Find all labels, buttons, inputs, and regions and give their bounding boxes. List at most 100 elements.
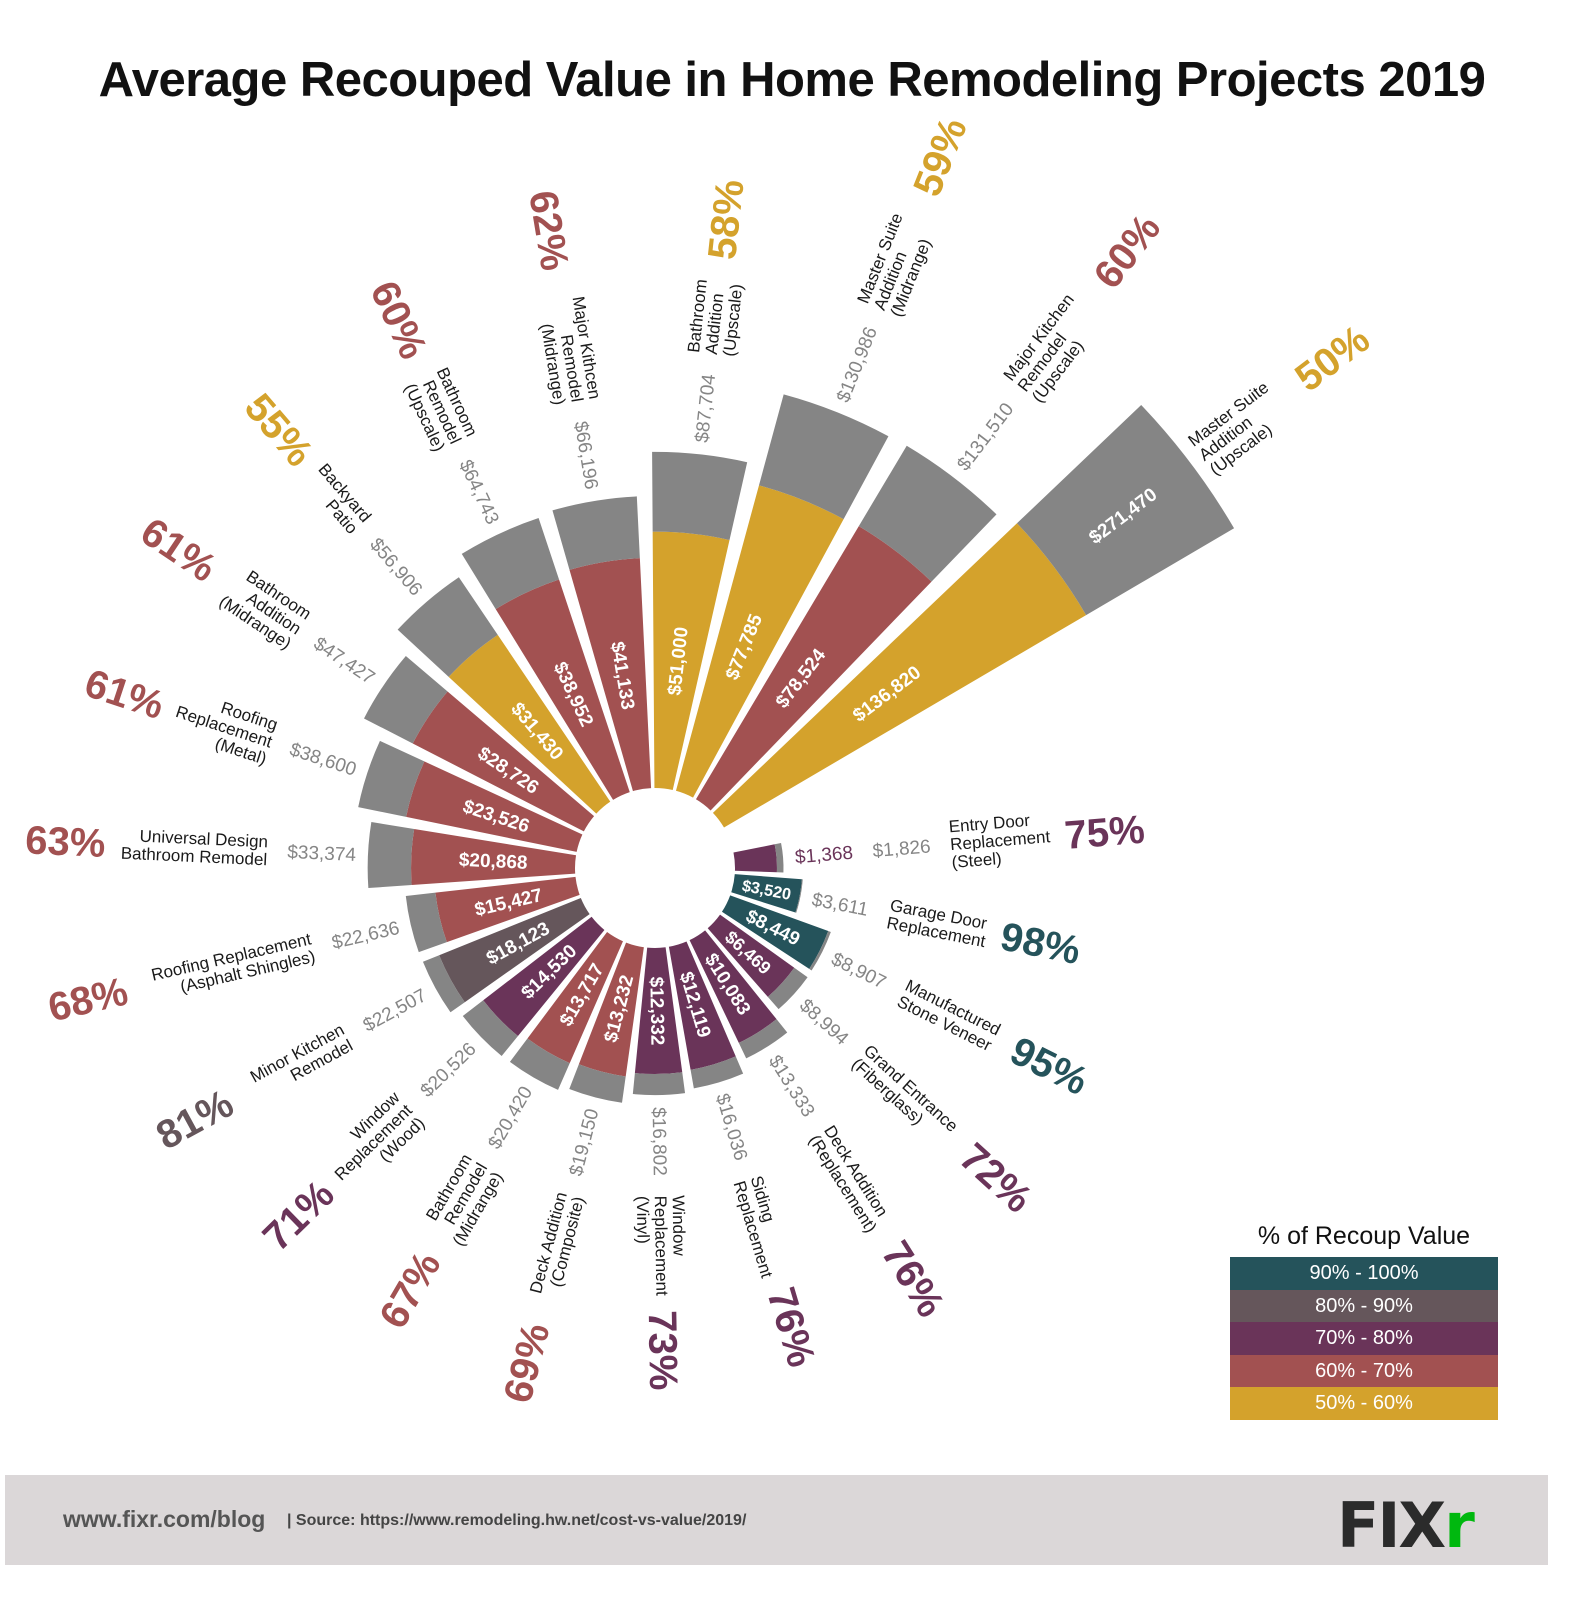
project-name-label: RoofingReplacement(Metal)	[168, 685, 281, 768]
cost-value-label: $64,743	[455, 457, 503, 528]
project-name-label: WindowReplacement(Vinyl)	[633, 1195, 690, 1296]
cost-value-label: $22,636	[330, 918, 402, 954]
source-text: | Source: https://www.remodeling.hw.net/…	[287, 1512, 747, 1529]
project-name-label: Garage DoorReplacement	[885, 896, 991, 951]
cost-value-label: $13,333	[764, 1052, 818, 1121]
cost-value-label: $66,196	[570, 420, 602, 491]
project-name-label: Minor KitchenRemodel	[247, 1020, 356, 1102]
bar-cost-segment	[552, 496, 640, 570]
bar-cost-segment	[809, 931, 831, 971]
bar-recouped-segment	[406, 761, 583, 852]
project-name-label: BathroomAddition(Midrange)	[216, 562, 315, 653]
project-name-label: Universal DesignBathroom Remodel	[120, 826, 268, 870]
bar-cost-segment	[367, 822, 415, 889]
site-link[interactable]: www.fixr.com/blog	[63, 1506, 266, 1532]
chart-title: Average Recouped Value in Home Remodelin…	[98, 53, 1486, 107]
project-name-label: Master SuiteAddition(Upscale)	[1185, 378, 1294, 479]
recouped-value-label: $12,332	[645, 976, 667, 1045]
bar-cost-segment	[652, 451, 748, 541]
cost-value-label: $16,802	[648, 1107, 670, 1176]
percent-recouped-label: 71%	[255, 1172, 343, 1259]
bar-cost-segment	[758, 394, 889, 520]
bar-cost-segment	[422, 955, 465, 1013]
legend-item-50-60: 50% - 60%	[1230, 1387, 1498, 1420]
bar-recouped-segment	[578, 942, 644, 1077]
cost-value-label: $8,907	[828, 949, 889, 994]
project-name-label: Major KitchenRemodel(Upscale)	[1000, 290, 1107, 406]
bar-cost-segment	[1016, 405, 1235, 616]
bar-recouped-segment	[712, 523, 1087, 828]
cost-value-label: $47,427	[310, 633, 379, 689]
cost-value-label: $3,611	[810, 889, 870, 920]
bar-recouped-segment	[411, 828, 577, 886]
percent-recouped-label: 55%	[236, 386, 322, 475]
percent-recouped-label: 62%	[520, 187, 576, 273]
percent-recouped-label: 72%	[951, 1135, 1040, 1221]
project-name-label: Master SuiteAddition(Midrange)	[854, 210, 940, 319]
recouped-value-label: $20,868	[458, 850, 528, 874]
bar-recouped-segment	[731, 874, 802, 913]
cost-value-label: $87,704	[692, 373, 720, 444]
logo-accent: r	[1444, 1489, 1475, 1562]
cost-value-label: $33,374	[287, 842, 357, 866]
percent-recouped-label: 69%	[496, 1319, 559, 1408]
legend-item-80-90: 80% - 90%	[1230, 1289, 1498, 1322]
bar-cost-segment	[690, 1056, 744, 1089]
legend-item-90-100: 90% - 100%	[1230, 1257, 1498, 1290]
percent-recouped-label: 60%	[362, 275, 436, 366]
percent-recouped-label: 50%	[1287, 317, 1377, 400]
cost-value-label: $8,994	[795, 995, 852, 1050]
bar-cost-segment	[767, 967, 808, 1010]
bar-recouped-segment	[435, 876, 580, 943]
project-name-label: BackyardPatio	[301, 460, 375, 538]
bar-recouped-segment	[569, 558, 652, 792]
percent-recouped-label: 95%	[1003, 1029, 1094, 1104]
percent-recouped-label: 73%	[640, 1310, 685, 1391]
bar-cost-segment	[632, 1072, 686, 1096]
bar-cost-segment	[858, 445, 997, 582]
bar-recouped-segment	[483, 916, 605, 1037]
bar-cost-segment	[738, 1019, 788, 1059]
project-name-label: BathroomRemodel(Midrange)	[418, 1151, 507, 1250]
bar-cost-segment	[358, 740, 425, 817]
bar-recouped-segment	[439, 897, 590, 1003]
project-name-label: BathroomRemodel(Upscale)	[400, 365, 481, 455]
bar-recouped-segment	[668, 941, 736, 1070]
percent-recouped-label: 68%	[44, 970, 132, 1031]
project-name-label: Roofing Replacement(Asphalt Shingles)	[149, 929, 317, 1002]
percent-recouped-label: 98%	[997, 915, 1084, 973]
bar-recouped-segment	[448, 634, 611, 814]
bar-recouped-segment	[695, 526, 932, 811]
project-name-label: BathroomAddition(Upscale)	[684, 278, 746, 357]
bar-cost-segment	[461, 518, 560, 610]
project-name-label: Entry DoorReplacement(Steel)	[948, 809, 1053, 872]
project-name-label: WindowReplacement(Wood)	[318, 1087, 429, 1197]
bar-cost-segment	[569, 1064, 626, 1103]
percent-recouped-label: 59%	[905, 112, 976, 203]
percent-recouped-label: 75%	[1063, 808, 1146, 858]
bar-recouped-segment	[689, 930, 777, 1043]
project-name-label: Deck Addition(Composite)	[526, 1190, 588, 1300]
bar-cost-segment	[397, 577, 498, 677]
project-name-label: Grand Entrance(Fiberglass)	[848, 1041, 962, 1149]
percent-recouped-label: 60%	[1086, 207, 1170, 297]
percent-recouped-label: 61%	[79, 661, 169, 728]
bar-cost-segment	[795, 879, 803, 913]
bar-cost-segment	[509, 1038, 570, 1090]
cost-value-label: $1,826	[872, 836, 932, 862]
project-name-label: ManufacturedStone Veneer	[894, 976, 1003, 1056]
cost-value-label: $20,526	[417, 1039, 481, 1102]
bar-cost-segment	[774, 843, 784, 873]
logo-text: FIX	[1337, 1489, 1446, 1562]
recouped-value-label: $1,368	[794, 843, 854, 869]
percent-recouped-label: 61%	[133, 510, 224, 591]
cost-value-label: $56,906	[365, 534, 426, 600]
percent-recouped-label: 63%	[24, 818, 106, 866]
bar-recouped-segment	[495, 579, 630, 800]
cost-value-label: $38,600	[287, 739, 359, 780]
bar-recouped-segment	[527, 932, 623, 1064]
bar-recouped-segment	[707, 914, 795, 997]
legend: % of Recoup Value 90% - 100% 80% - 90% 7…	[1230, 1222, 1498, 1420]
percent-recouped-label: 58%	[700, 177, 752, 261]
